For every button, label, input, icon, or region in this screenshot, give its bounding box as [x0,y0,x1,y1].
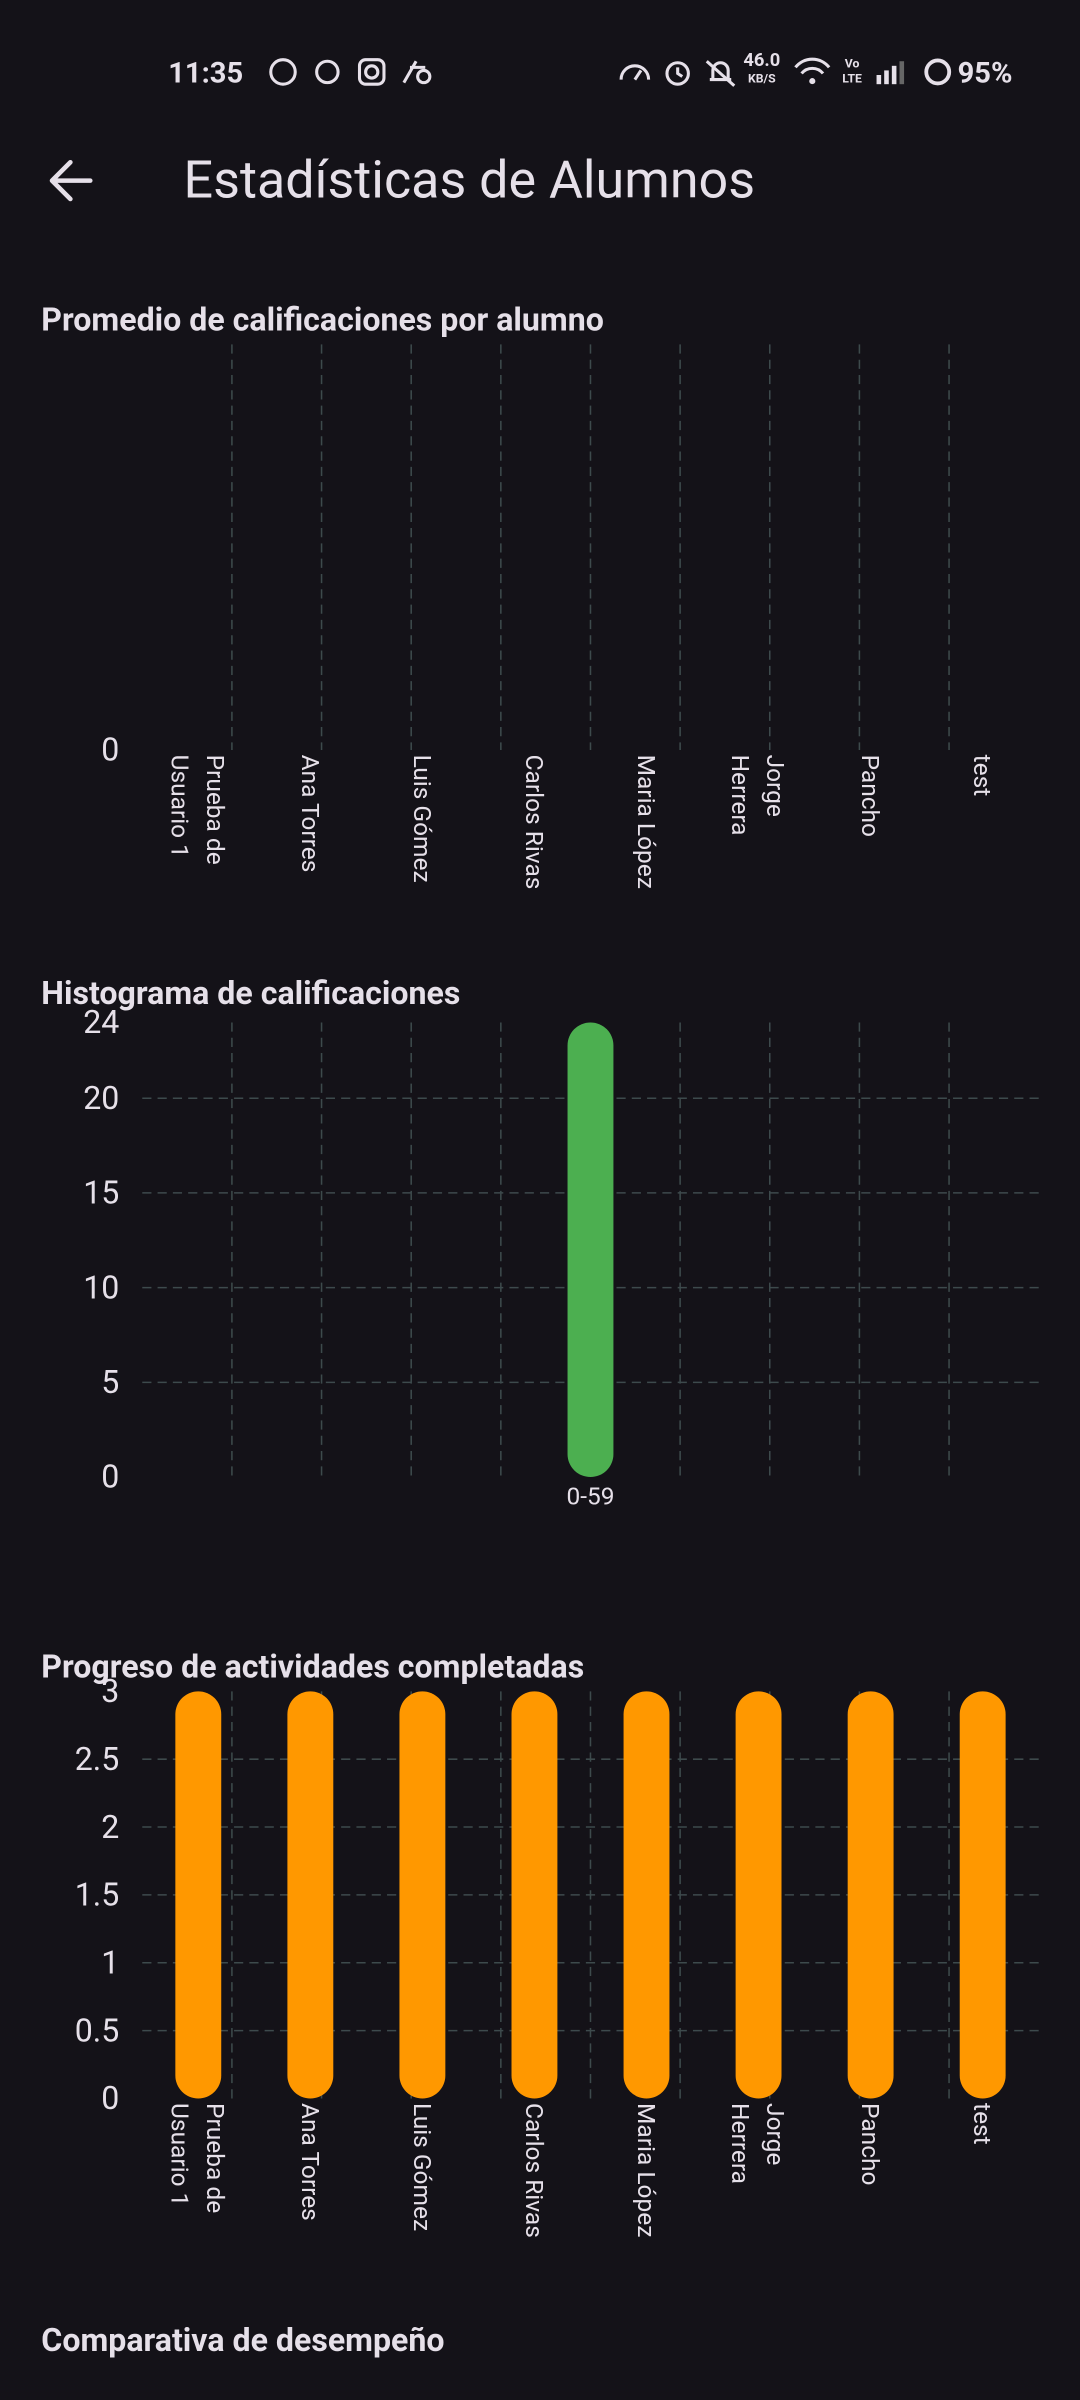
chart-title: Promedio de calificaciones por alumno [41,301,604,339]
app-title: Estadísticas de Alumnos [184,149,755,210]
y-tick-label: 3 [101,1672,119,1710]
wifi-dot [809,78,816,85]
x-tick-label: Jorge Herrera [726,755,790,836]
lte: LTE [842,72,862,86]
bar [399,1691,446,2099]
y-tick-label: 2 [101,1808,119,1846]
x-tick-label: Ana Torres [296,2103,325,2221]
x-tick-label: Pancho [856,755,885,837]
x-tick-label: Luis Gómez [408,2103,437,2231]
bar [511,1691,558,2099]
label-line: Prueba de [201,2103,230,2219]
x-tick-label: Jorge Herrera [726,2103,790,2184]
y-tick-label: 10 [83,1268,119,1306]
y-tick-label: 2.5 [75,1740,120,1778]
status-time: 11:35 [168,57,243,91]
chart-title: Histograma de calificaciones [41,974,460,1012]
back-button[interactable] [49,159,93,202]
volte: Vo [845,56,860,70]
x-tick-label: test [968,755,997,797]
label-line: Usuario 1 [166,2103,195,2206]
y-tick-label: 24 [83,1003,119,1041]
battery-ring [924,58,952,86]
battery: 95% [958,57,1013,91]
y-tick-label: 0.5 [75,2011,120,2049]
y-tick-label: 5 [101,1363,119,1401]
x-tick-label: Carlos Rivas [520,755,549,890]
bar [847,1691,894,2099]
bar [623,1691,670,2099]
label-line: Herrera [726,755,755,836]
y-tick-label: 1 [101,1943,119,1981]
label-line: Prueba de [201,755,230,871]
x-tick-label: Luis Gómez [408,755,437,883]
label-line: Herrera [726,2103,755,2184]
section-title: Comparativa de desempeño [41,2321,444,2359]
x-tick-label: test [968,2103,997,2145]
x-tick-label: Ana Torres [296,755,325,873]
bar [567,1022,614,1478]
x-tick-label: 0-59 [566,1482,614,1511]
x-tick-label: Prueba de Usuario 1 [166,2103,230,2219]
x-tick-label: Maria López [632,2103,661,2237]
y-tick-label: 0 [101,2079,119,2117]
bar [735,1691,782,2099]
speed-unit: KB/S [748,72,776,86]
network-speed: 46.0 [743,50,780,71]
bar [175,1691,222,2099]
chart-title: Progreso de actividades completadas [41,1648,584,1686]
x-tick-label: Prueba de Usuario 1 [166,755,230,871]
bar [959,1691,1006,2099]
status-icons [269,57,831,87]
y-tick-label: 1.5 [75,1876,120,1914]
y-tick-label: 0 [101,1458,119,1496]
bar [287,1691,334,2099]
x-tick-label: Maria López [632,755,661,889]
y-tick-label: 20 [83,1079,119,1117]
x-tick-label: Pancho [856,2103,885,2185]
label-line: Usuario 1 [166,755,195,858]
y-tick-label: 0 [101,731,119,769]
label-line: Jorge [762,2103,791,2171]
signal [876,61,905,85]
y-tick-label: 15 [83,1174,119,1212]
label-line: Jorge [762,755,791,823]
x-tick-label: Carlos Rivas [520,2103,549,2238]
